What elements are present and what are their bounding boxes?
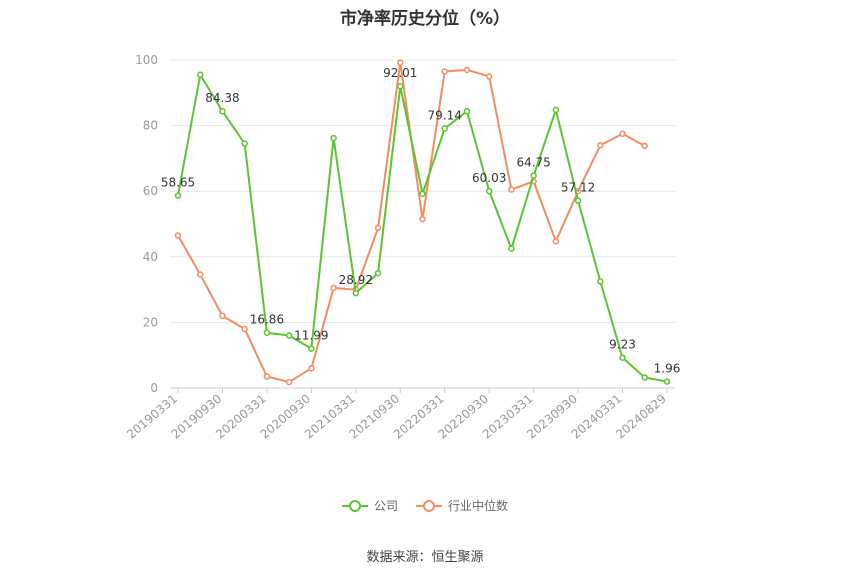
data-point xyxy=(441,68,448,75)
data-label: 60.03 xyxy=(472,171,506,185)
data-point xyxy=(552,106,560,114)
data-label: 79.14 xyxy=(428,108,462,122)
data-label: 64.75 xyxy=(516,156,550,170)
data-point xyxy=(374,269,382,277)
data-point xyxy=(597,142,604,149)
data-point xyxy=(485,73,493,80)
data-point xyxy=(552,238,560,245)
data-point xyxy=(330,134,337,142)
y-tick-label: 20 xyxy=(143,315,158,329)
data-label: 16.86 xyxy=(250,313,284,327)
legend-marker-company xyxy=(341,499,368,512)
legend: 公司 行业中位数 xyxy=(0,497,850,514)
data-label: 11.99 xyxy=(294,329,328,343)
data-label: 1.96 xyxy=(654,362,681,376)
data-point xyxy=(463,66,471,74)
y-tick-label: 80 xyxy=(143,119,158,133)
data-point xyxy=(308,365,315,372)
data-label: 57.12 xyxy=(561,181,595,195)
data-point xyxy=(508,245,515,252)
data-point xyxy=(174,192,182,199)
data-point xyxy=(196,71,204,79)
source-note: 数据来源：恒生聚源 xyxy=(366,550,484,565)
chart-title: 市净率历史分位（%） xyxy=(339,9,511,29)
data-label: 84.38 xyxy=(205,91,239,105)
series-line-1 xyxy=(177,61,646,384)
data-point xyxy=(619,130,626,138)
data-point xyxy=(419,215,426,223)
data-point xyxy=(574,197,582,204)
data-point xyxy=(441,125,448,132)
data-point xyxy=(308,345,315,352)
data-point xyxy=(508,186,515,193)
line-chart: 0204060801002019033120190930202003312020… xyxy=(124,53,681,442)
data-point xyxy=(263,373,271,380)
data-point xyxy=(174,232,182,239)
legend-item-industry-median[interactable]: 行业中位数 xyxy=(416,497,508,514)
data-point xyxy=(241,140,248,147)
data-point xyxy=(374,224,382,232)
data-point xyxy=(419,190,426,198)
data-label: 58.65 xyxy=(161,176,195,190)
data-point xyxy=(219,312,226,320)
data-label: 28.92 xyxy=(339,273,373,287)
data-point xyxy=(663,378,671,385)
data-point xyxy=(241,325,248,333)
y-tick-label: 60 xyxy=(143,184,158,198)
data-point xyxy=(263,329,271,336)
data-point xyxy=(352,289,360,297)
data-point xyxy=(285,378,293,386)
legend-label-company: 公司 xyxy=(373,499,398,513)
data-point xyxy=(330,284,337,292)
y-tick-label: 40 xyxy=(143,250,158,264)
y-tick-label: 0 xyxy=(150,381,158,395)
legend-item-company[interactable]: 公司 xyxy=(341,497,398,514)
data-point xyxy=(641,374,649,381)
legend-label-industry-median: 行业中位数 xyxy=(448,499,509,513)
data-point xyxy=(397,82,404,90)
data-point xyxy=(196,271,204,278)
series-line-0 xyxy=(177,73,668,383)
data-point xyxy=(463,107,471,115)
data-label: 9.23 xyxy=(609,338,636,352)
data-point xyxy=(641,142,649,150)
data-point xyxy=(285,332,293,339)
data-point xyxy=(485,187,493,195)
data-point xyxy=(397,59,404,66)
legend-marker-industry-median xyxy=(416,499,442,512)
data-point xyxy=(597,278,604,285)
data-point xyxy=(219,107,226,115)
data-point xyxy=(530,172,537,179)
data-label: 92.01 xyxy=(383,66,417,80)
y-tick-label: 100 xyxy=(135,53,158,67)
data-point xyxy=(619,354,626,361)
